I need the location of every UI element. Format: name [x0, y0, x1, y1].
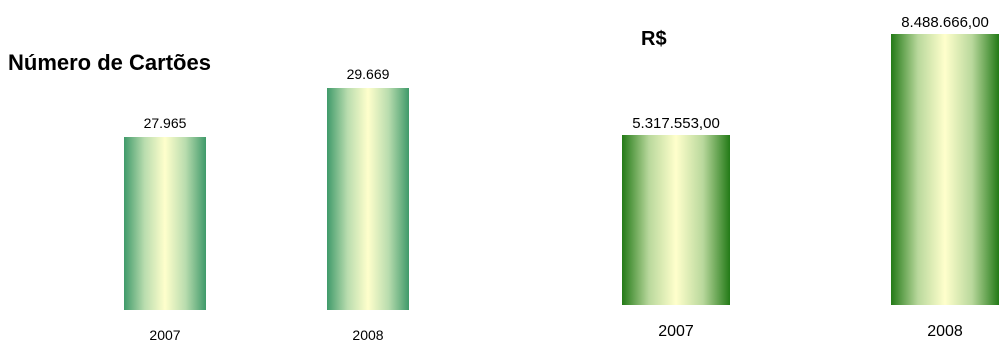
- data-label: 5.317.553,00: [632, 114, 720, 132]
- data-label: 8.488.666,00: [901, 13, 989, 31]
- chart-title: R$: [641, 28, 667, 50]
- data-label: 27.965: [143, 115, 187, 131]
- chart-title: Número de Cartões: [8, 50, 211, 75]
- bar-2008: [891, 33, 999, 305]
- x-tick-label: 2007: [658, 323, 694, 340]
- cards-count-chart: Número de Cartões 27.965 2007 29.669 2008: [0, 0, 500, 343]
- bar-2008: [327, 87, 409, 310]
- x-tick-label: 2008: [927, 323, 963, 340]
- x-tick-label: 2008: [352, 327, 384, 343]
- data-label: 29.669: [346, 65, 390, 82]
- amount-chart: R$ 5.317.553,00 2007 8.488.666,00 2008: [500, 0, 1002, 343]
- bar-2007: [622, 134, 730, 305]
- bar-2007: [124, 137, 206, 310]
- x-tick-label: 2007: [149, 327, 181, 343]
